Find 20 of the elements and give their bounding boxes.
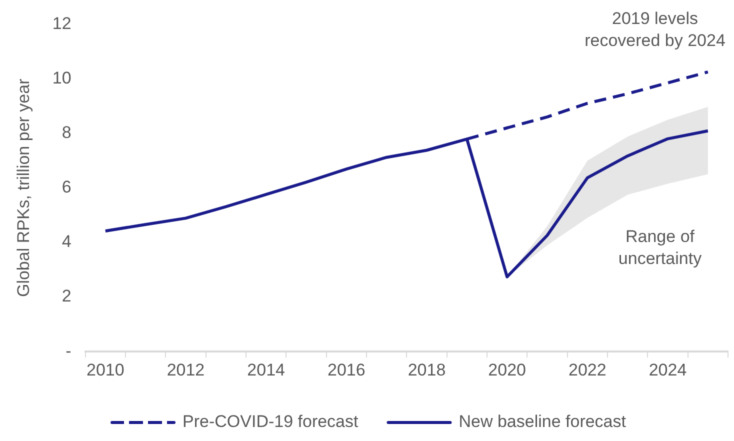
annotation: 2019 levels recovered by 2024 — [584, 8, 726, 52]
x-tick-label: 2014 — [247, 360, 285, 380]
y-tick-label: - — [66, 341, 72, 360]
y-tick-label: 8 — [62, 123, 72, 142]
y-tick-label: 4 — [62, 232, 72, 252]
annotation: Range of uncertainty — [617, 226, 703, 270]
x-tick-label: 2010 — [86, 360, 124, 380]
x-tick-label: 2018 — [408, 360, 446, 380]
y-tick-label: 12 — [52, 14, 72, 33]
x-tick-label: 2024 — [648, 360, 687, 380]
y-tick-label: 6 — [62, 178, 72, 197]
x-tick-label: 2020 — [488, 360, 526, 380]
x-tick-label: 2012 — [166, 360, 205, 380]
y-tick-label: 10 — [52, 68, 72, 88]
legend-label: Pre-COVID-19 forecast — [182, 412, 359, 432]
x-tick-label: 2022 — [568, 360, 606, 380]
legend-label: New baseline forecast — [458, 412, 626, 432]
y-tick-label: 2 — [62, 286, 72, 306]
y-axis-title: Global RPKs, trillion per year — [14, 78, 33, 298]
x-tick-label: 2016 — [327, 360, 366, 380]
